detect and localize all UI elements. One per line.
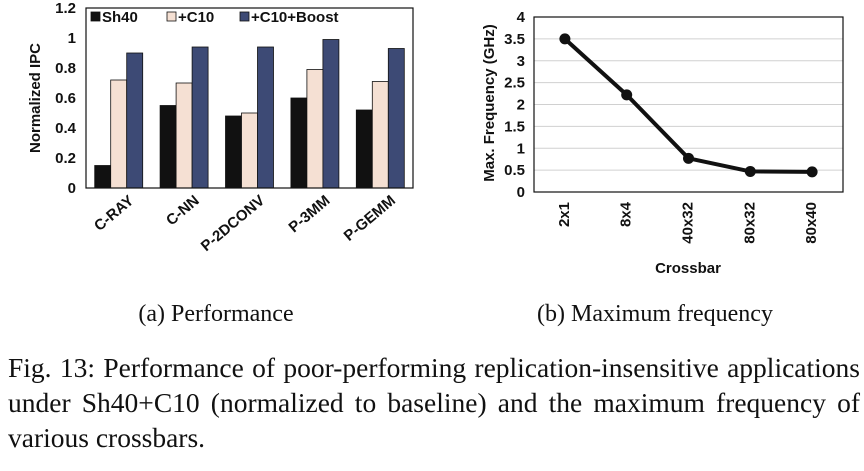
frequency-x-tick: 80x32: [741, 202, 758, 244]
bar-sh40-c-ray: [94, 165, 112, 189]
subcaption-b: (b) Maximum frequency: [537, 301, 773, 327]
ipc-y-tick: 0.2: [55, 150, 76, 167]
frequency-point-8x4: [621, 89, 633, 101]
frequency-x-tick: 40x32: [680, 202, 697, 244]
bar-sh40-p-2dconv: [225, 115, 242, 189]
frequency-line: [562, 36, 815, 174]
frequency-x-tick: 80x40: [803, 202, 820, 244]
figure-caption: Fig. 13: Performance of poor-performing …: [8, 352, 860, 453]
frequency-point-80x32: [744, 165, 756, 177]
ipc-x-ticks: C-RAY C-NNP-2DCONV P-3MM P-GEMM: [91, 192, 399, 255]
frequency-axis-title: Max. Frequency (GHz): [481, 24, 498, 182]
frequency-point-2x1: [559, 33, 571, 45]
frequency-y-tick: 4: [517, 9, 526, 26]
frequency-y-tick: 2: [517, 97, 525, 114]
legend-label: +C10+Boost: [251, 9, 339, 26]
bar-c10-boost-p-2dconv: [257, 46, 274, 189]
frequency-y-ticks: 0 0.5 1 1.5 2 2.5 3 3.5 4: [504, 9, 526, 201]
ipc-y-tick: 0: [68, 180, 76, 197]
ipc-y-tick: 0.6: [55, 90, 76, 107]
performance-chart: Normalized IPC 00.20.40.60.811.2 C-RAY C-…: [27, 0, 414, 255]
ipc-plot-frame: [85, 7, 414, 189]
frequency-y-tick: 0: [517, 184, 525, 201]
frequency-x-tick: 8x4: [618, 201, 635, 227]
frequency-x-tick: 2x1: [556, 202, 573, 227]
ipc-x-tick: P-2DCONV: [198, 192, 268, 255]
frequency-plot-frame: [533, 16, 844, 193]
frequency-series: [559, 33, 818, 178]
bar-sh40-p-3mm: [290, 97, 308, 189]
frequency-gridlines: [534, 38, 843, 171]
bar-c10-p-3mm: [306, 69, 324, 189]
legend-swatch: [90, 11, 101, 22]
bar-c10-boost-p-3mm: [322, 39, 340, 189]
ipc-legend: Sh40 +C10 +C10+Boost: [90, 9, 339, 26]
bar-sh40-p-gemm: [355, 109, 373, 189]
crossbar-axis-title: Crossbar: [655, 260, 721, 277]
bar-c10-boost-p-gemm: [387, 48, 405, 189]
ipc-y-ticks: 0 0.2 0.4 0.6 0.8 1 1.2: [55, 0, 77, 197]
ipc-x-tick: C-RAY: [91, 192, 137, 235]
frequency-y-tick: 1: [517, 140, 525, 157]
legend-swatch: [166, 11, 177, 22]
frequency-y-tick: 2.5: [504, 75, 525, 92]
bar-c10-boost-c-ray: [126, 52, 144, 189]
legend-swatch: [239, 11, 250, 22]
legend-label: Sh40: [102, 9, 138, 26]
legend-label: +C10: [178, 9, 214, 26]
frequency-y-tick: 3: [517, 53, 525, 70]
frequency-y-tick: 3.5: [504, 31, 525, 48]
ipc-y-tick: 0.4: [55, 120, 77, 137]
frequency-y-tick: 0.5: [504, 162, 525, 179]
ipc-bars: [94, 39, 405, 189]
ipc-x-tick: P-3MM: [286, 192, 334, 236]
bar-c10-p-2dconv: [241, 112, 258, 189]
ipc-y-tick: 0.8: [55, 60, 76, 77]
ipc-x-tick: C-NN: [163, 192, 203, 229]
ipc-x-tick: P-GEMM: [341, 192, 399, 245]
bar-sh40-c-nn: [159, 105, 177, 189]
bar-c10-p-gemm: [371, 81, 389, 189]
bar-c10-c-nn: [175, 82, 193, 189]
frequency-point-80x40: [806, 166, 818, 178]
frequency-x-ticks: 2x1 8x4 40x32 80x32 80x40: [556, 201, 820, 243]
ipc-y-tick: 1.2: [55, 0, 76, 17]
ipc-y-tick: 1: [68, 30, 76, 47]
ipc-axis-title: Normalized IPC: [27, 43, 44, 153]
frequency-y-tick: 1.5: [504, 118, 525, 135]
subcaption-a: (a) Performance: [138, 301, 293, 327]
bar-c10-boost-c-nn: [191, 46, 209, 189]
frequency-point-40x32: [683, 152, 694, 164]
frequency-chart: Max. Frequency (GHz) 0 0.5 1 1.5 2 2.5 3 3.5 4 2…: [481, 9, 844, 277]
bar-c10-c-ray: [110, 79, 128, 189]
